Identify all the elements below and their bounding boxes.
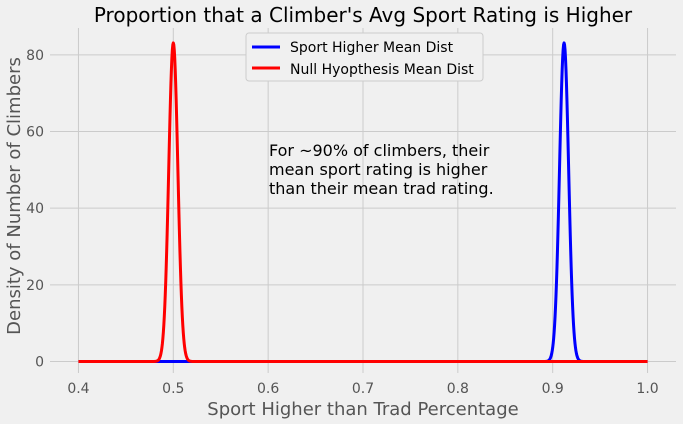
legend-label-sport: Sport Higher Mean Dist <box>290 40 454 56</box>
y-tick-label: 40 <box>26 201 44 217</box>
y-tick-label: 60 <box>26 125 44 141</box>
x-axis-label: Sport Higher than Trad Percentage <box>207 399 518 420</box>
y-tick-label: 80 <box>26 48 44 64</box>
y-tick-label: 20 <box>26 278 44 294</box>
annotation-line-2: mean sport rating is higher <box>269 160 488 179</box>
annotation-line-3: than their mean trad rating. <box>269 179 494 198</box>
null-hypothesis-mean-dist-line <box>77 41 649 363</box>
y-axis-label: Density of Number of Climbers <box>4 57 25 335</box>
x-tick-label: 0.9 <box>542 381 564 397</box>
x-tick-label: 0.4 <box>67 381 89 397</box>
chart-title: Proportion that a Climber's Avg Sport Ra… <box>94 3 633 27</box>
tick-labels: 0.4 0.5 0.6 0.7 0.8 0.9 1.0 0 20 40 60 80 <box>26 48 659 397</box>
annotation-line-1: For ~90% of climbers, their <box>269 141 490 160</box>
x-tick-label: 0.6 <box>257 381 279 397</box>
annotation: For ~90% of climbers, their mean sport r… <box>269 141 494 198</box>
x-tick-label: 1.0 <box>636 381 658 397</box>
x-tick-label: 0.8 <box>447 381 469 397</box>
x-tick-label: 0.7 <box>352 381 374 397</box>
y-tick-label: 0 <box>35 355 44 371</box>
legend-label-null: Null Hyopthesis Mean Dist <box>290 62 474 78</box>
x-tick-label: 0.5 <box>162 381 184 397</box>
series-layer <box>77 41 649 363</box>
legend-box <box>245 32 484 82</box>
legend: Sport Higher Mean Dist Null Hyopthesis M… <box>245 32 484 82</box>
